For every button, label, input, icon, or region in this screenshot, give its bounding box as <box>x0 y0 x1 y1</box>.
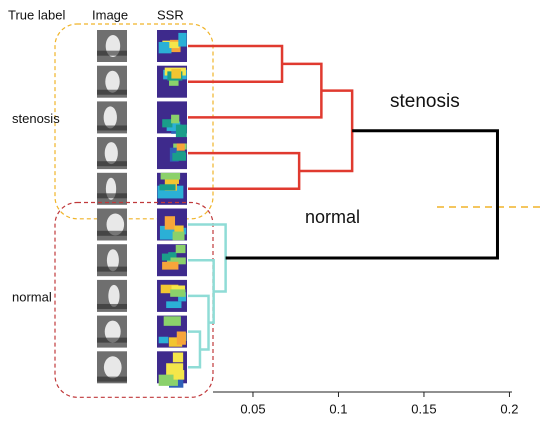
leaf-image-detail <box>106 213 125 236</box>
leaf-ssr-region <box>166 301 182 309</box>
leaf-ssr-region <box>169 41 180 49</box>
dendrogram-link <box>188 223 227 293</box>
leaf-image-detail <box>105 70 120 93</box>
dendrogram-link <box>188 258 215 324</box>
leaf-ssr-region <box>173 370 185 380</box>
leaf-ssr-region <box>168 252 177 259</box>
leaf-image-shade <box>97 50 127 56</box>
dendrogram-link <box>188 294 210 351</box>
leaf-ssr-region <box>158 374 178 386</box>
x-tick-label: 0.15 <box>411 401 436 416</box>
dendrogram-link <box>225 129 499 260</box>
leaf-image-shade <box>97 337 127 343</box>
leaf-ssr-region <box>158 336 169 344</box>
leaf-ssr-region <box>167 257 186 265</box>
leaf-ssr-region <box>176 143 185 151</box>
leaf-image-shade <box>97 161 127 167</box>
leaf-ssr-region <box>160 172 181 180</box>
leaf-image-detail <box>103 106 117 129</box>
leaf-image-shade <box>97 303 127 309</box>
leaf-image-shade <box>97 125 127 131</box>
dendrogram-link <box>188 151 301 191</box>
leaf-image-detail <box>106 249 119 272</box>
leaf-ssr-region <box>160 284 179 294</box>
leaf-ssr-region <box>163 316 181 326</box>
leaf-ssr-region <box>172 231 185 241</box>
leaf-image-detail <box>108 284 120 307</box>
cluster-label: normal <box>305 207 360 227</box>
leaf-image-shade <box>97 230 127 236</box>
leaf-ssr-region <box>166 121 181 132</box>
dendrogram-link <box>188 330 202 369</box>
leaf-ssr-region <box>175 124 187 138</box>
leaf-image-detail <box>104 142 118 165</box>
leaf-image-shade <box>97 266 127 272</box>
leaf-ssr-region <box>161 253 171 261</box>
x-tick-label: 0.2 <box>500 401 518 416</box>
column-header: SSR <box>157 7 184 22</box>
leaf-ssr-region <box>164 216 176 230</box>
column-header: True label <box>8 7 65 22</box>
leaf-ssr-region <box>171 114 180 124</box>
leaf-ssr-region <box>176 331 186 345</box>
leaf-ssr-region <box>175 244 186 254</box>
leaf-ssr-region <box>170 289 186 297</box>
leaf-image-detail <box>104 320 121 343</box>
group-label: stenosis <box>12 111 60 126</box>
leaf-ssr-region <box>171 68 182 79</box>
leaf-ssr-region <box>159 184 176 191</box>
x-tick-label: 0.1 <box>329 401 347 416</box>
leaf-image-shade <box>97 89 127 95</box>
x-tick-label: 0.05 <box>240 401 265 416</box>
leaf-ssr-region <box>174 225 184 237</box>
group-label: normal <box>12 289 52 304</box>
dendrogram-link <box>299 89 354 173</box>
leaf-ssr-region <box>158 41 172 54</box>
leaf-ssr-region <box>172 352 184 363</box>
column-header: Image <box>92 7 128 22</box>
leaf-ssr-region <box>178 32 187 47</box>
leaf-ssr-region <box>172 152 187 161</box>
leaf-ssr-region <box>168 337 183 347</box>
group-box <box>54 23 214 220</box>
leaf-image-detail <box>103 356 122 379</box>
dendrogram-link <box>188 44 284 83</box>
leaf-ssr-region <box>162 261 179 270</box>
leaf-image-shade <box>97 193 127 199</box>
leaf-ssr-region <box>162 119 173 128</box>
leaf-image-shade <box>97 376 127 382</box>
dendrogram-link <box>188 62 323 119</box>
group-box <box>54 201 214 398</box>
cluster-label: stenosis <box>390 91 460 112</box>
